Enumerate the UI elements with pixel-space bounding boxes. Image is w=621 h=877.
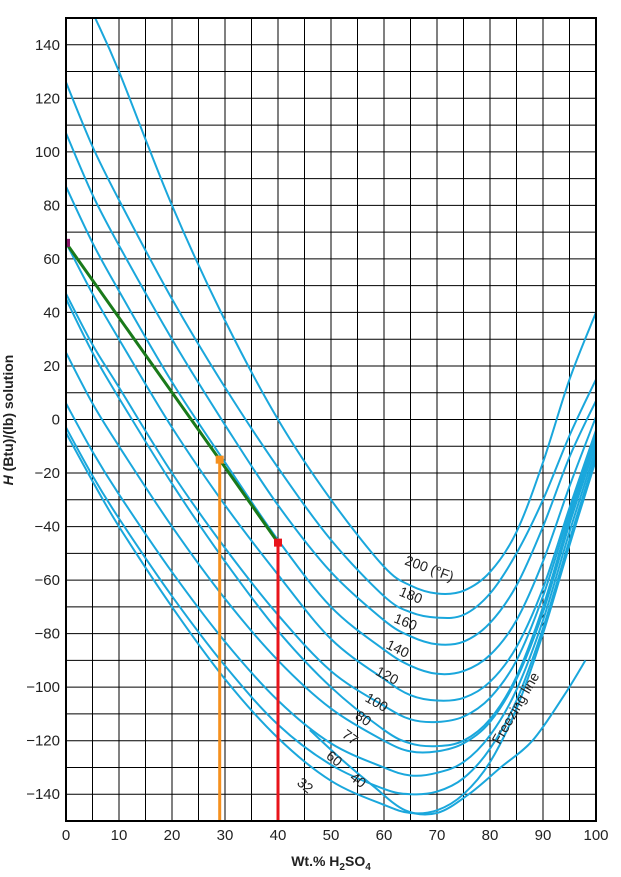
freezing-line-curve	[309, 659, 587, 816]
y-tick-label: 60	[43, 251, 60, 268]
isotherm-curve	[66, 352, 596, 754]
y-tick-label: 140	[35, 37, 60, 54]
y-tick-label: 80	[43, 197, 60, 214]
isotherm-curve	[66, 293, 596, 724]
x-tick-label: 10	[111, 827, 128, 844]
plot-frame	[65, 17, 597, 822]
y-tick-label: −80	[35, 626, 60, 643]
y-tick-label: 40	[43, 304, 60, 321]
x-tick-label: 50	[323, 827, 340, 844]
isotherm-curve	[66, 132, 596, 646]
isotherm-curve	[66, 298, 596, 748]
mixing-overlay	[66, 238, 282, 821]
isotherm-curve	[66, 186, 596, 676]
x-tick-label: 40	[270, 827, 287, 844]
isotherm-curve	[66, 402, 596, 777]
state-point-marker	[66, 238, 70, 247]
x-axis-title: Wt.% H2SO4	[291, 853, 371, 873]
x-title-mid: SO	[345, 853, 365, 869]
isotherm-curve	[66, 432, 596, 815]
y-tick-label: −140	[26, 786, 60, 803]
isotherm-curve	[66, 81, 596, 619]
y-title-rest: (Btu)/(lb) solution	[0, 355, 16, 476]
y-tick-label: 20	[43, 358, 60, 375]
y-tick-label: 0	[52, 412, 60, 429]
isotherm-curve	[66, 242, 596, 702]
state-point-marker	[215, 455, 224, 464]
tick-labels: 0 10 20 30 40 50 60 70 80 90 100 140 120 100 80 60 40 20 0…	[26, 37, 608, 844]
y-tick-label: 120	[35, 90, 60, 107]
y-tick-label: −120	[26, 733, 60, 750]
y-title-prefix: H	[0, 474, 16, 485]
x-tick-label: 100	[583, 827, 608, 844]
x-tick-label: 20	[164, 827, 181, 844]
x-tick-label: 70	[429, 827, 446, 844]
x-tick-label: 60	[376, 827, 393, 844]
x-title-prefix: Wt.% H	[291, 853, 339, 869]
state-point-marker	[274, 538, 282, 547]
x-tick-label: 30	[217, 827, 234, 844]
y-tick-label: −100	[26, 679, 60, 696]
y-axis-title: H (Btu)/(lb) solution	[0, 355, 16, 486]
y-tick-label: −40	[35, 519, 60, 536]
x-title-sub2: 4	[365, 862, 371, 873]
y-tick-label: −20	[35, 465, 60, 482]
isotherm-curve	[94, 18, 596, 595]
curve-label: 80	[353, 707, 375, 729]
x-tick-label: 90	[535, 827, 552, 844]
isotherm-curve	[66, 427, 596, 796]
y-tick-label: −60	[35, 572, 60, 589]
y-tick-label: 100	[35, 144, 60, 161]
x-tick-label: 80	[482, 827, 499, 844]
x-title-sub1: 2	[339, 862, 345, 873]
isotherm-curves	[66, 18, 596, 816]
x-tick-label: 0	[62, 827, 70, 844]
axes	[65, 17, 597, 822]
